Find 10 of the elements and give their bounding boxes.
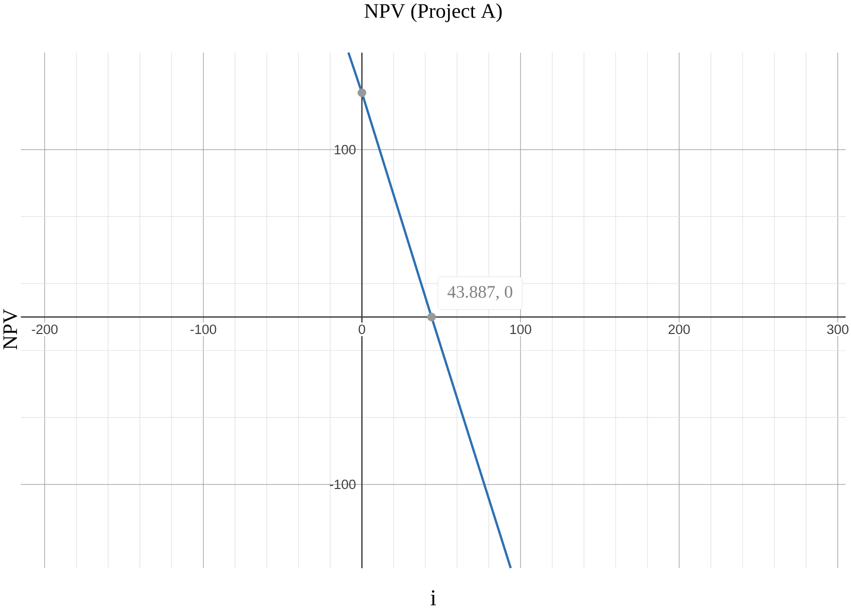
x-tick-label: 300 [827, 324, 848, 334]
x-tick-label: -200 [32, 324, 58, 334]
annotation: 43.887, 0 [448, 286, 512, 300]
chart-title: NPV (Project A) [364, 4, 502, 22]
x-tick-label: 200 [668, 324, 690, 334]
x-tick-label: 100 [510, 324, 532, 334]
x-tick-label: 0 [358, 324, 366, 334]
y-axis-title: NPV [3, 309, 18, 350]
x-axis-title: i [430, 590, 436, 606]
x-tick-label: -100 [190, 324, 216, 334]
